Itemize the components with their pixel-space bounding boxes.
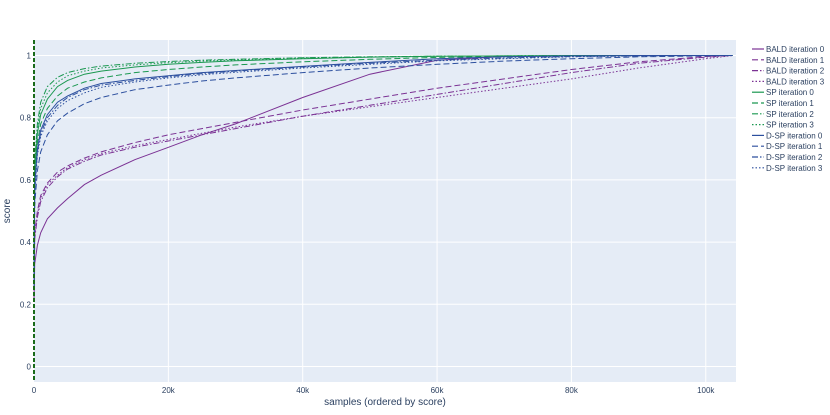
x-tick-label: 60k (431, 386, 445, 395)
legend-entry[interactable]: SP iteration 3 (766, 121, 814, 130)
legend-entry[interactable]: D-SP iteration 0 (766, 131, 823, 140)
series-line (33, 55, 733, 299)
legend-entry[interactable]: D-SP iteration 1 (766, 142, 823, 151)
legend-entry[interactable]: D-SP iteration 3 (766, 164, 823, 173)
y-tick-label: 0.6 (20, 176, 32, 185)
y-axis-title: score (2, 198, 13, 223)
legend-entry[interactable]: SP iteration 0 (766, 88, 814, 97)
series-line (33, 55, 733, 289)
legend-entry[interactable]: BALD iteration 1 (766, 56, 825, 65)
x-tick-label: 40k (296, 386, 310, 395)
y-tick-label: 0.8 (20, 114, 32, 123)
series-line (33, 55, 733, 289)
legend-entry[interactable]: BALD iteration 3 (766, 77, 825, 86)
x-axis-title: samples (ordered by score) (324, 397, 446, 408)
series-line (33, 55, 733, 289)
x-tick-label: 80k (565, 386, 579, 395)
gridlines (34, 40, 736, 382)
y-tick-label: 0 (27, 362, 32, 371)
plot-area (34, 40, 736, 382)
y-tick-label: 1 (27, 52, 32, 61)
legend-entry[interactable]: D-SP iteration 2 (766, 153, 823, 162)
series-line (33, 55, 733, 289)
series-line (33, 55, 733, 289)
legend-entry[interactable]: BALD iteration 0 (766, 45, 825, 54)
x-tick-label: 20k (162, 386, 176, 395)
series-line (33, 55, 733, 299)
series-layer (33, 55, 733, 302)
legend: BALD iteration 0 BALD iteration 1 BALD ite… (752, 45, 825, 173)
legend-entry[interactable]: BALD iteration 2 (766, 67, 825, 76)
series-line (33, 55, 733, 299)
tick-labels: 0 20k 40k 60k 80k 100k 0 0.2 0.4 0.6 0.8 1 (20, 52, 716, 395)
legend-entry[interactable]: SP iteration 2 (766, 110, 814, 119)
series-line (33, 55, 733, 289)
legend-entry[interactable]: SP iteration 1 (766, 99, 814, 108)
y-tick-label: 0.4 (20, 238, 32, 247)
x-tick-label: 100k (697, 386, 715, 395)
y-tick-label: 0.2 (20, 300, 32, 309)
x-tick-label: 0 (32, 386, 37, 395)
